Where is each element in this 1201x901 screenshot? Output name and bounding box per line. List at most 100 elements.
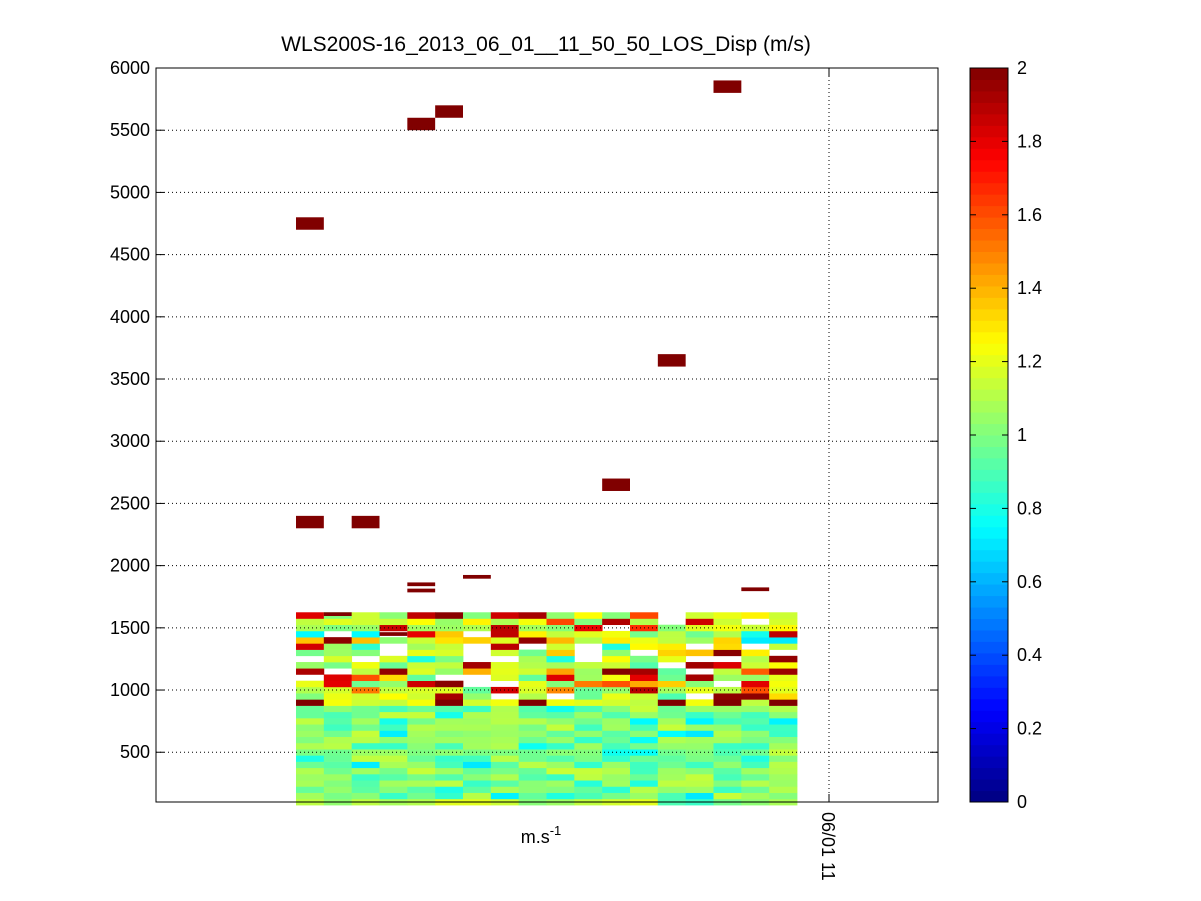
colorbar-step [970, 320, 1008, 333]
heatmap-cell [713, 612, 742, 619]
heatmap-cell [685, 774, 714, 781]
heatmap-cell [518, 618, 547, 626]
heatmap-cell [490, 630, 520, 638]
colorbar-step [970, 366, 1008, 379]
heatmap-cell [713, 780, 742, 787]
heatmap-cell [379, 624, 408, 632]
heatmap-cell [630, 668, 659, 675]
heatmap-cell [546, 786, 575, 793]
heatmap-cell [435, 699, 464, 706]
heatmap-cell [463, 693, 492, 700]
heatmap-cell [351, 736, 380, 744]
heatmap-cell [713, 686, 742, 694]
heatmap-cell [379, 767, 408, 775]
heatmap-cell [713, 668, 742, 675]
heatmap-cell [463, 730, 492, 737]
heatmap-cell [741, 680, 770, 688]
heatmap-cell [296, 780, 325, 787]
heatmap-cell [741, 630, 770, 638]
heatmap-cell [769, 786, 798, 793]
heatmap-cell [407, 680, 436, 688]
heatmap-cell [685, 686, 714, 694]
heatmap-cell [769, 668, 798, 675]
heatmap-cell [435, 680, 464, 688]
heatmap-cell [379, 618, 408, 626]
heatmap-cell [602, 674, 631, 681]
heatmap-cell [630, 630, 659, 638]
heatmap-cell [657, 699, 687, 706]
heatmap-cell [490, 724, 520, 731]
heatmap-cell [574, 742, 603, 750]
heatmap-cell [518, 718, 547, 725]
heatmap-cell [490, 780, 520, 787]
heatmap-cell [379, 761, 408, 769]
heatmap-cell [685, 630, 714, 638]
heatmap-cell [546, 755, 575, 762]
heatmap-cell [685, 749, 714, 756]
heatmap-cell [769, 774, 798, 781]
heatmap-cell [713, 699, 742, 706]
colorbar-step [970, 607, 1008, 619]
outlier-cell [296, 515, 324, 529]
heatmap-cell [769, 693, 798, 700]
colorbar-step [970, 377, 1008, 390]
heatmap-cell [741, 699, 770, 706]
heatmap-cell [490, 755, 520, 762]
heatmap-cell [741, 792, 770, 800]
colorbar-step [970, 68, 1008, 80]
heatmap-cell [407, 624, 436, 632]
heatmap-cell [657, 774, 687, 781]
heatmap-cell [323, 637, 353, 644]
heatmap-cell [351, 711, 380, 719]
heatmap-cell [435, 662, 464, 669]
heatmap-cell [490, 612, 520, 619]
heatmap-cell [546, 637, 575, 644]
heatmap-cell [546, 767, 575, 775]
heatmap-cell [574, 724, 603, 731]
heatmap-cell [769, 686, 798, 694]
plot-frame [155, 67, 939, 803]
heatmap-cell [351, 705, 380, 713]
heatmap-cell [685, 767, 714, 775]
heatmap-cell [407, 674, 436, 681]
heatmap-cell [546, 630, 575, 638]
heatmap-cell [713, 705, 742, 713]
heatmap-cell [490, 668, 520, 675]
heatmap-cell [323, 730, 353, 737]
heatmap-cell [296, 749, 325, 756]
heatmap-cell [407, 742, 436, 750]
heatmap-cell [574, 774, 603, 781]
colorbar-step [970, 90, 1008, 103]
heatmap-cell [769, 724, 798, 731]
heatmap-cell [435, 637, 464, 644]
colorbar-step [970, 733, 1008, 746]
heatmap-cell [518, 693, 547, 700]
heatmap-cell [657, 637, 687, 644]
heatmap-cell [630, 767, 659, 775]
heatmap-cell [630, 711, 659, 719]
heatmap-cell [435, 693, 464, 700]
colorbar-step [970, 389, 1008, 402]
heatmap-cell [407, 686, 436, 694]
heatmap-cell [657, 711, 687, 719]
heatmap-cell [490, 742, 520, 750]
heatmap-cell [323, 693, 353, 700]
heatmap-cell [713, 767, 742, 775]
heatmap-cell [602, 742, 631, 750]
heatmap-cell [769, 767, 798, 775]
heatmap-cell [351, 786, 380, 793]
heatmap-cell [323, 792, 353, 800]
heatmap-cell [769, 755, 798, 762]
heatmap-cell [713, 674, 742, 681]
colorbar-step [970, 182, 1008, 195]
heatmap-cell [407, 761, 436, 769]
heatmap-cell [769, 630, 798, 638]
heatmap-cell [490, 711, 520, 719]
heatmap-cell [463, 774, 492, 781]
heatmap-cell [379, 655, 408, 663]
heatmap-cell [351, 755, 380, 762]
heatmap-cell [518, 761, 547, 769]
heatmap-cell [518, 711, 547, 719]
heatmap-cell [685, 761, 714, 769]
colorbar-step [970, 79, 1008, 92]
